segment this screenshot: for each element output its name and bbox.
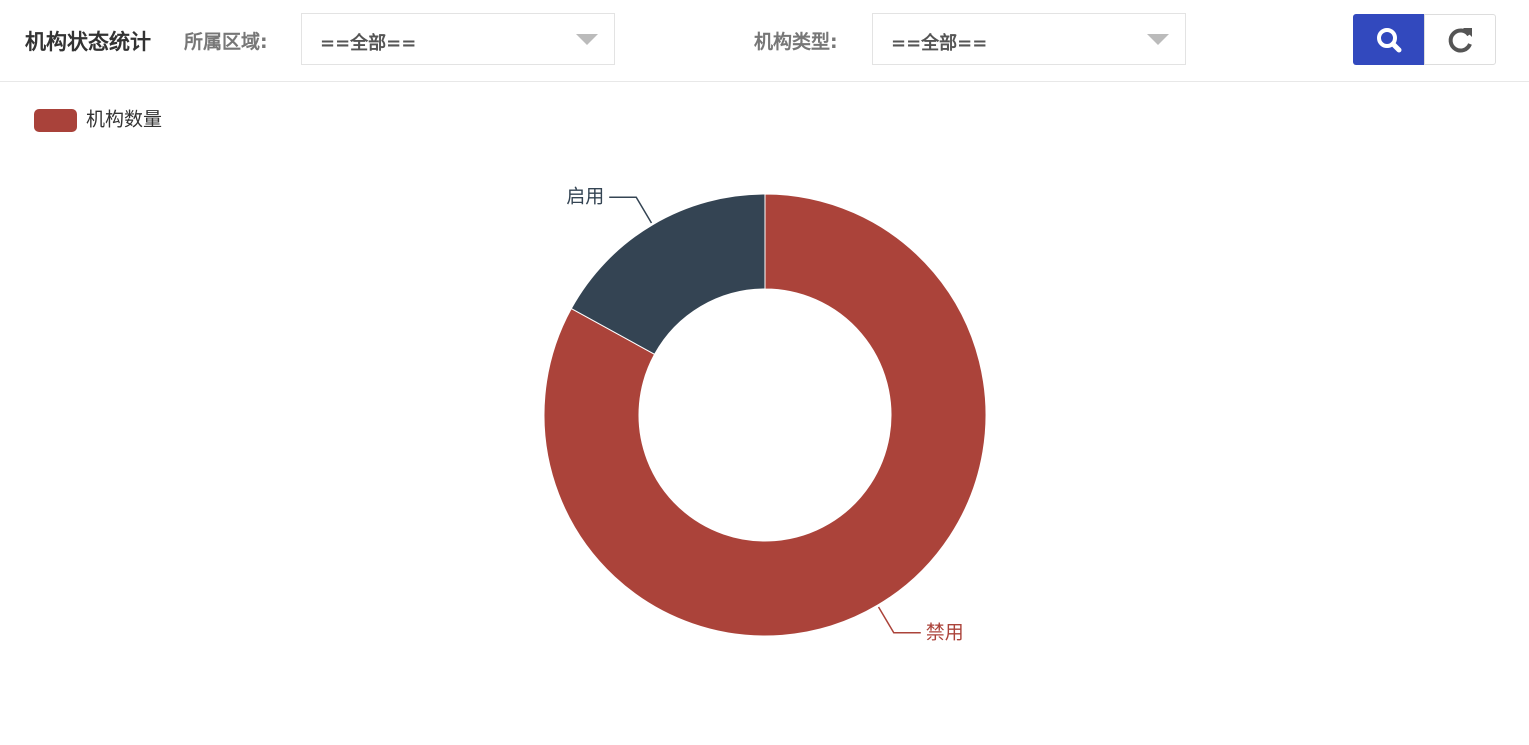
leader-line: [609, 196, 653, 224]
legend-swatch[interactable]: [34, 109, 77, 132]
type-select[interactable]: ==全部==: [872, 13, 1186, 65]
slice-label: 启用: [566, 186, 604, 208]
type-label: 机构类型:: [754, 31, 838, 53]
legend-label[interactable]: 机构数量: [86, 109, 162, 131]
toolbar: 机构状态统计 所属区域: ==全部== 机构类型: ==全部==: [0, 0, 1529, 82]
refresh-button[interactable]: [1424, 14, 1496, 65]
region-value: ==全部==: [320, 33, 417, 54]
pie-slice: [543, 193, 987, 637]
dropdown-arrow: [1147, 34, 1169, 45]
pie-slice: [570, 193, 766, 355]
search-icon: [1377, 28, 1402, 53]
leader-line: [877, 606, 921, 634]
dropdown-arrow: [576, 34, 598, 45]
page-title: 机构状态统计: [25, 30, 151, 54]
search-button[interactable]: [1353, 14, 1425, 65]
chart: 机构数量 禁用 启用: [34, 109, 987, 643]
region-label: 所属区域:: [184, 31, 268, 53]
region-select[interactable]: ==全部==: [301, 13, 615, 65]
type-value: ==全部==: [891, 33, 988, 54]
slice-label: 禁用: [926, 621, 964, 643]
refresh-icon: [1448, 28, 1472, 53]
